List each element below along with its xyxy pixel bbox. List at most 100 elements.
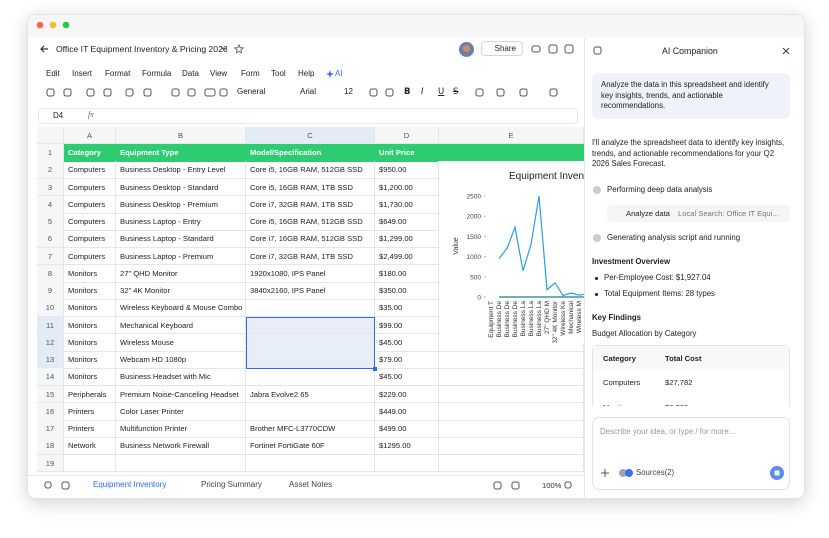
row-header[interactable]: 9 — [37, 282, 64, 300]
format-toggle[interactable]: I — [421, 87, 424, 97]
toolbar-button[interactable] — [46, 88, 55, 97]
menu-item[interactable]: Edit — [46, 69, 60, 78]
header-cell[interactable]: Category — [64, 144, 116, 162]
cell[interactable]: Monitors — [64, 299, 116, 317]
row-header[interactable]: 17 — [37, 420, 64, 438]
menu-item[interactable]: Formula — [142, 69, 172, 78]
cell[interactable]: Business Desktop - Standard — [116, 178, 246, 197]
cell[interactable] — [439, 420, 584, 438]
cell[interactable]: Core i7, 16GB RAM, 512GB SSD — [246, 230, 375, 248]
cell[interactable]: $1,200.00 — [375, 178, 439, 197]
toolbar-button[interactable] — [143, 88, 152, 97]
format-button[interactable] — [187, 88, 196, 97]
row-header[interactable]: 19 — [37, 454, 64, 473]
cell[interactable]: Computers — [64, 195, 116, 214]
row-header[interactable]: 4 — [37, 195, 64, 214]
cell[interactable]: Business Desktop - Premium — [116, 195, 246, 214]
cell[interactable]: $2,499.00 — [375, 247, 439, 266]
cell[interactable]: Monitors — [64, 264, 116, 283]
cell[interactable]: Network — [64, 437, 116, 455]
cell[interactable]: 27" QHD Monitor — [116, 264, 246, 283]
fill-color-button[interactable] — [496, 88, 505, 97]
column-header[interactable]: E — [439, 127, 584, 144]
header-cell[interactable]: Equipment Type — [116, 144, 246, 162]
menu-item[interactable]: Help — [298, 69, 315, 78]
header-cell[interactable] — [439, 144, 584, 162]
row-header[interactable]: 3 — [37, 178, 64, 197]
row-header[interactable]: 18 — [37, 437, 64, 455]
cell[interactable]: Core i7, 32GB RAM, 1TB SSD — [246, 247, 375, 266]
menu-item[interactable]: Tool — [271, 69, 286, 78]
sheet-tab[interactable]: Equipment Inventory — [93, 480, 167, 489]
cell[interactable]: Business Headset with Mic — [116, 368, 246, 386]
header-cell[interactable]: Model/Specification — [246, 144, 375, 162]
toolbar-button[interactable] — [125, 88, 134, 97]
fullscreen-button[interactable] — [511, 481, 520, 490]
row-header[interactable]: 6 — [37, 230, 64, 248]
cell[interactable]: Business Desktop - Entry Level — [116, 161, 246, 179]
cell[interactable]: $35.00 — [375, 299, 439, 317]
cell[interactable]: Business Laptop - Premium — [116, 247, 246, 266]
input-placeholder[interactable]: Describe your idea, or type / for more..… — [600, 427, 736, 436]
cell[interactable]: Color Laser Printer — [116, 402, 246, 421]
cell[interactable]: $180.00 — [375, 264, 439, 283]
toolbar-button[interactable] — [103, 88, 112, 97]
cell[interactable]: Multifunction Printer — [116, 420, 246, 438]
column-header[interactable]: C — [246, 127, 375, 144]
cell[interactable]: Monitors — [64, 368, 116, 386]
cell[interactable] — [439, 385, 584, 404]
row-header[interactable]: 12 — [37, 333, 64, 352]
cell[interactable] — [246, 368, 375, 386]
attach-button[interactable] — [601, 469, 609, 477]
cell[interactable]: $649.00 — [375, 213, 439, 231]
cell[interactable]: Mechanical Keyboard — [116, 316, 246, 335]
cell[interactable]: Computers — [64, 213, 116, 231]
cell[interactable] — [246, 402, 375, 421]
menu-item[interactable]: View — [210, 69, 228, 78]
cell[interactable]: Brother MFC-L3770CDW — [246, 420, 375, 438]
title-dropdown[interactable] — [220, 46, 228, 52]
cell[interactable]: Wireless Keyboard & Mouse Combo — [116, 299, 246, 317]
cell[interactable]: $499.00 — [375, 420, 439, 438]
column-header[interactable]: B — [116, 127, 246, 144]
toolbar-button[interactable] — [86, 88, 95, 97]
cell[interactable] — [439, 402, 584, 421]
row-header[interactable]: 16 — [37, 402, 64, 421]
cell[interactable]: $45.00 — [375, 333, 439, 352]
cell[interactable]: 32" 4K Monitor — [116, 282, 246, 300]
cell[interactable]: Computers — [64, 161, 116, 179]
share-button[interactable]: Share — [481, 41, 523, 56]
star-button[interactable] — [234, 44, 244, 54]
number-format-select[interactable]: General — [237, 87, 266, 96]
cell[interactable] — [439, 351, 584, 369]
toolbar-button[interactable] — [63, 88, 72, 97]
format-toggle[interactable]: B — [404, 87, 411, 97]
cell[interactable]: Core i5, 16GB RAM, 512GB SSD — [246, 213, 375, 231]
cell[interactable]: Business Network Firewall — [116, 437, 246, 455]
row-header[interactable]: 1 — [37, 144, 64, 162]
cell[interactable]: Business Laptop - Standard — [116, 230, 246, 248]
cell[interactable] — [116, 454, 246, 473]
cell[interactable]: Printers — [64, 402, 116, 421]
back-button[interactable] — [39, 44, 49, 54]
cell[interactable]: Webcam HD 1080p — [116, 351, 246, 369]
format-button[interactable] — [171, 88, 180, 97]
column-header[interactable]: A — [64, 127, 116, 144]
menu-item[interactable]: Insert — [72, 69, 93, 78]
cell[interactable]: Peripherals — [64, 385, 116, 404]
cell[interactable]: Wireless Mouse — [116, 333, 246, 352]
cell[interactable]: 1920x1080, IPS Panel — [246, 264, 375, 283]
cell[interactable]: Business Laptop - Entry — [116, 213, 246, 231]
border-button[interactable] — [519, 88, 528, 97]
panel-close-button[interactable] — [782, 47, 790, 55]
sheet-tab[interactable]: Asset Notes — [289, 480, 333, 489]
menu-item[interactable]: Format — [105, 69, 131, 78]
menu-item[interactable]: Form — [241, 69, 260, 78]
cell[interactable]: Jabra Evolve2 65 — [246, 385, 375, 404]
add-sheet-button[interactable] — [61, 481, 70, 490]
cell[interactable]: $45.00 — [375, 368, 439, 386]
view-button[interactable] — [493, 481, 502, 490]
zoom-level[interactable]: 100% — [542, 481, 562, 490]
font-select[interactable]: Arial — [300, 87, 317, 96]
document-title[interactable]: Office IT Equipment Inventory & Pricing … — [56, 44, 228, 54]
